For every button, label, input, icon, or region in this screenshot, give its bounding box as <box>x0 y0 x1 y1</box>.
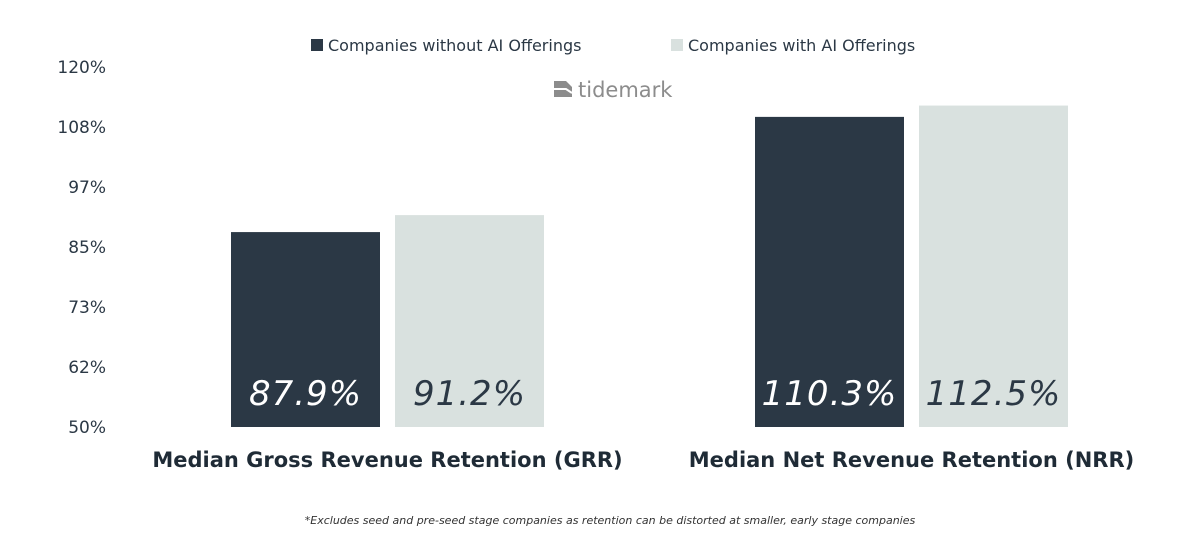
y-tick-label: 62% <box>68 358 106 378</box>
bar-with-ai-nrr <box>919 105 1068 428</box>
y-tick-label: 73% <box>68 298 106 318</box>
tidemark-logo-text: tidemark <box>578 78 673 102</box>
legend-label-without-ai: Companies without AI Offerings <box>328 36 581 55</box>
footnote: *Excludes seed and pre-seed stage compan… <box>305 514 916 527</box>
y-axis: 120% 108% 97% 85% 73% 62% 50% <box>57 58 106 438</box>
y-tick-label: 85% <box>68 238 106 258</box>
value-label: 112.5% <box>926 374 1062 414</box>
category-label: Median Gross Revenue Retention (GRR) <box>152 448 622 472</box>
y-tick-label: 50% <box>68 418 106 438</box>
bar-with-ai-grr <box>395 215 544 427</box>
category-label: Median Net Revenue Retention (NRR) <box>689 448 1134 472</box>
value-label: 87.9% <box>249 374 362 414</box>
legend-swatch-with-ai <box>671 39 683 51</box>
legend: Companies without AI Offerings Companies… <box>311 36 915 55</box>
bar-without-ai-grr <box>231 232 380 427</box>
y-tick-label: 120% <box>57 58 106 78</box>
value-label: 91.2% <box>413 374 526 414</box>
value-labels: 87.9% 91.2% 110.3% 112.5% <box>249 374 1062 414</box>
y-tick-label: 108% <box>57 118 106 138</box>
legend-swatch-without-ai <box>311 39 323 51</box>
value-label: 110.3% <box>762 374 898 414</box>
bar-without-ai-nrr <box>755 116 904 427</box>
legend-label-with-ai: Companies with AI Offerings <box>688 36 915 55</box>
bars <box>231 105 1068 428</box>
y-tick-label: 97% <box>68 178 106 198</box>
tidemark-logo: tidemark <box>554 78 673 102</box>
x-axis: Median Gross Revenue Retention (GRR) Medi… <box>152 448 1134 472</box>
